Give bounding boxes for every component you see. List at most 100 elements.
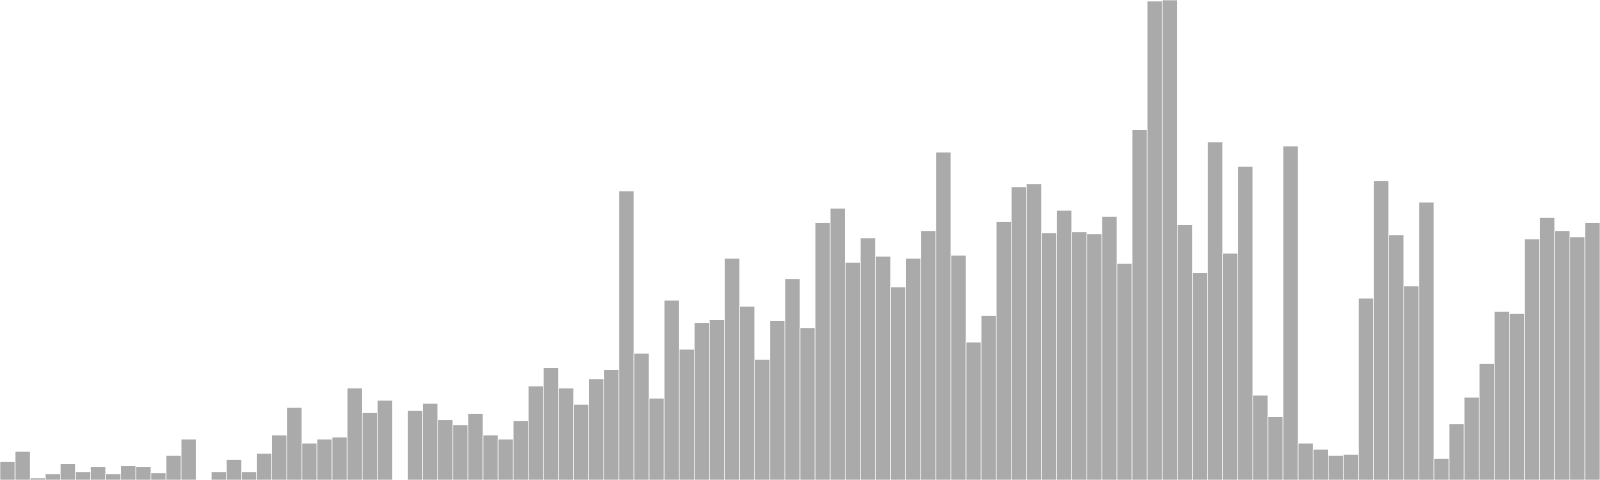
bar [1056, 210, 1072, 480]
bar [301, 442, 318, 480]
bar [1177, 224, 1193, 480]
bar [1463, 396, 1480, 480]
bar [935, 151, 952, 480]
bar [694, 322, 710, 480]
bar [1494, 311, 1510, 480]
bar [1569, 236, 1586, 480]
bar [180, 438, 197, 480]
bar [965, 341, 982, 480]
bar [709, 319, 725, 480]
bar [407, 410, 423, 480]
bar [1524, 238, 1540, 480]
bar [422, 403, 439, 480]
bar [543, 367, 559, 480]
bar [1297, 442, 1314, 480]
bar [241, 471, 257, 480]
bar [135, 466, 152, 480]
bar [799, 327, 816, 480]
bar [573, 404, 589, 480]
bar [75, 471, 91, 480]
bar [1041, 232, 1057, 480]
bar [739, 306, 756, 480]
bar [558, 387, 574, 480]
bar [875, 256, 891, 480]
bar [1161, 0, 1178, 480]
bar [1116, 263, 1133, 480]
bar [1478, 363, 1495, 480]
bar [950, 255, 967, 480]
bar [588, 378, 605, 480]
bar [814, 222, 831, 480]
bar [1358, 297, 1374, 480]
bar [211, 471, 227, 480]
bar [829, 208, 846, 480]
bar [437, 419, 454, 480]
bar [603, 369, 620, 480]
bar [1011, 186, 1027, 480]
bar [528, 385, 544, 480]
bar [1554, 230, 1571, 480]
bar [150, 472, 167, 480]
bar [1418, 201, 1435, 480]
bar [633, 353, 650, 480]
bar [1207, 141, 1223, 480]
bar [1312, 449, 1329, 480]
bar [361, 412, 378, 480]
bar [1026, 183, 1042, 480]
bar [1267, 416, 1284, 480]
bar [1373, 180, 1389, 480]
bar [1388, 234, 1405, 480]
bar [1584, 222, 1600, 480]
bar [346, 387, 363, 480]
bar [995, 221, 1012, 480]
bar [60, 463, 76, 480]
bar [316, 438, 333, 480]
bar [754, 359, 771, 480]
bar [1086, 233, 1103, 480]
bar [1146, 0, 1163, 480]
bar [1071, 231, 1088, 480]
bar [467, 413, 484, 480]
bar [678, 348, 695, 480]
bar [920, 230, 937, 480]
bar [1192, 272, 1208, 480]
bar [1448, 423, 1465, 480]
bar [165, 455, 182, 480]
bar [905, 258, 922, 480]
bar [377, 400, 393, 480]
bar [648, 397, 665, 480]
bar [1131, 129, 1148, 480]
bar [890, 286, 906, 480]
bar [784, 278, 801, 480]
bar [1252, 394, 1269, 480]
bar [286, 407, 303, 480]
bar [120, 465, 137, 480]
bar [512, 420, 529, 480]
bar [226, 459, 242, 480]
bar [1237, 166, 1254, 480]
bar [980, 315, 997, 480]
bar [482, 434, 499, 480]
bar [271, 434, 288, 480]
bar [1282, 145, 1299, 480]
bar [1433, 458, 1450, 480]
bar [1509, 313, 1525, 480]
bar [860, 237, 876, 480]
bar [90, 466, 106, 480]
bar [844, 262, 861, 480]
bar [452, 424, 469, 480]
bar [1101, 216, 1118, 480]
bar [1328, 455, 1344, 480]
bar [663, 299, 680, 480]
bar [1343, 454, 1359, 480]
bar [331, 436, 348, 480]
bar [724, 258, 740, 480]
bar [497, 438, 514, 480]
bar [1539, 217, 1556, 480]
bar [256, 453, 272, 480]
bar [105, 473, 122, 480]
bar [1403, 285, 1420, 480]
bar [769, 320, 786, 480]
